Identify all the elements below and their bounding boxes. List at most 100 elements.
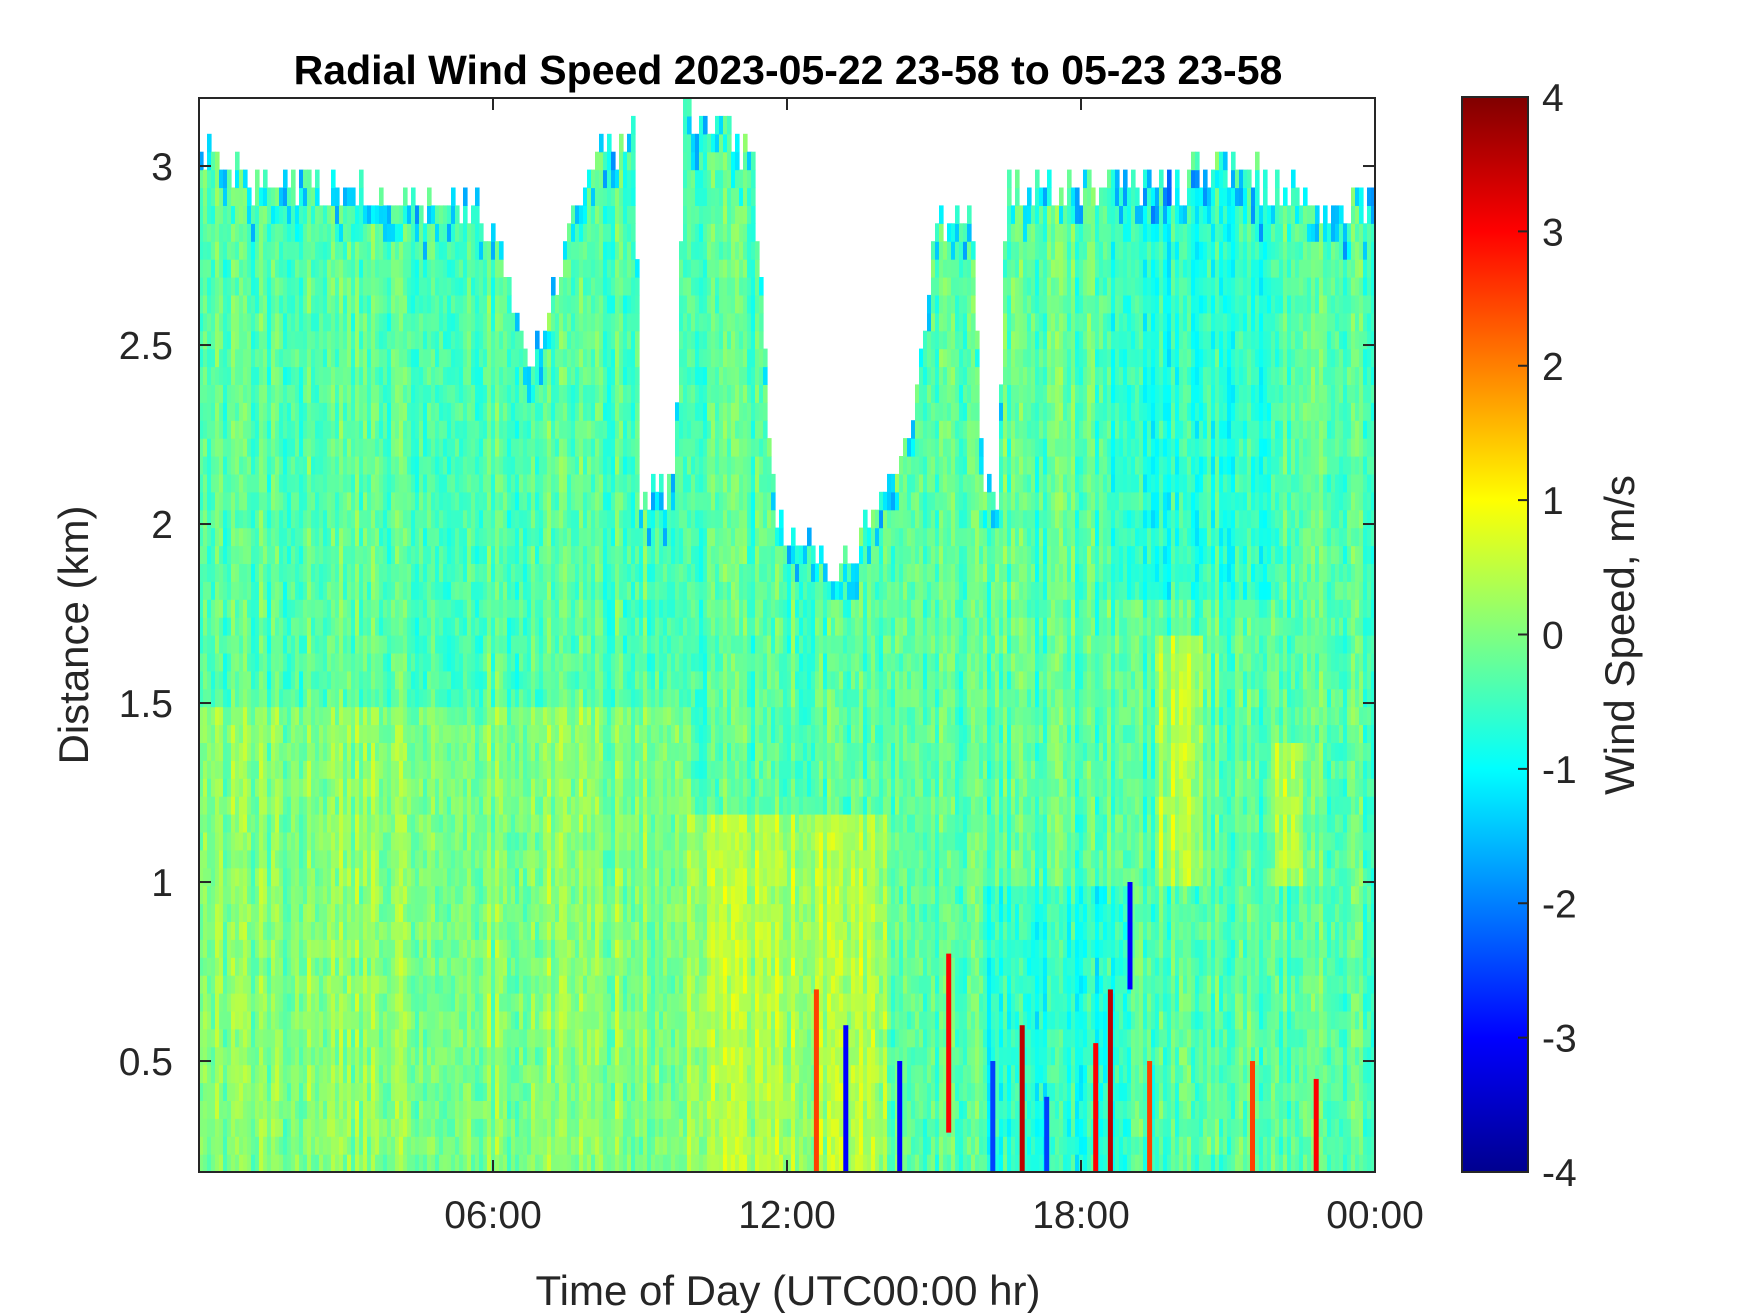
heatmap-cell — [455, 545, 460, 564]
heatmap-cell — [443, 724, 448, 743]
heatmap-cell — [519, 1064, 524, 1084]
heatmap-cell — [499, 617, 504, 636]
heatmap-cell — [439, 670, 444, 690]
heatmap-cell — [511, 760, 516, 779]
heatmap-cell — [387, 1154, 392, 1172]
heatmap-cell — [271, 814, 276, 833]
heatmap-cell — [527, 491, 532, 511]
heatmap-cell — [419, 563, 424, 582]
heatmap-cell — [343, 563, 348, 582]
heatmap-cell — [395, 348, 400, 368]
heatmap-cell — [359, 491, 364, 511]
heatmap-cell — [431, 259, 436, 278]
heatmap-cell — [263, 885, 268, 905]
heatmap-cell — [343, 993, 348, 1012]
heatmap-cell — [319, 1010, 324, 1030]
heatmap-cell — [355, 1136, 360, 1155]
heatmap-cell — [303, 527, 308, 547]
heatmap-cell — [407, 1028, 412, 1048]
heatmap-cell — [415, 1136, 420, 1155]
heatmap-cell — [243, 277, 248, 296]
heatmap-cell — [291, 939, 296, 958]
heatmap-cell — [543, 849, 548, 869]
heatmap-cell — [567, 724, 572, 743]
heatmap-cell — [275, 509, 280, 529]
heatmap-cell — [287, 187, 292, 206]
heatmap-cell — [367, 223, 372, 242]
heatmap-cell — [455, 867, 460, 887]
heatmap-cell — [315, 1046, 320, 1066]
heatmap-cell — [287, 366, 292, 385]
heatmap-cell — [335, 760, 340, 779]
heatmap-cell — [239, 187, 244, 206]
heatmap-cell — [507, 617, 512, 636]
heatmap-cell — [367, 527, 372, 547]
heatmap-cell — [311, 993, 316, 1012]
heatmap-cell — [495, 599, 500, 618]
heatmap-cell — [263, 563, 268, 582]
heatmap-cell — [251, 778, 256, 797]
heatmap-cell — [487, 1154, 492, 1172]
heatmap-cell — [319, 742, 324, 761]
heatmap-cell — [347, 1154, 352, 1172]
heatmap-cell — [235, 849, 240, 869]
heatmap-cell — [475, 330, 480, 350]
heatmap-cell — [535, 1064, 540, 1084]
heatmap-cell — [515, 885, 520, 905]
heatmap-cell — [275, 635, 280, 654]
heatmap-cell — [471, 1136, 476, 1155]
heatmap-cell — [455, 277, 460, 296]
heatmap-cell — [479, 1064, 484, 1084]
heatmap-cell — [543, 993, 548, 1012]
heatmap-cell — [439, 796, 444, 815]
heatmap-cell — [559, 456, 564, 475]
heatmap-cell — [419, 706, 424, 726]
heatmap-cell — [475, 975, 480, 994]
heatmap-cell — [355, 366, 360, 385]
heatmap-cell — [387, 760, 392, 779]
heatmap-cell — [307, 760, 312, 779]
heatmap-cell — [451, 903, 456, 922]
heatmap-cell — [327, 1100, 332, 1119]
heatmap-cell — [487, 527, 492, 547]
heatmap-cell — [323, 1010, 328, 1030]
heatmap-cell — [443, 1064, 448, 1084]
heatmap-cell — [251, 975, 256, 994]
heatmap-cell — [299, 849, 304, 869]
heatmap-cell — [471, 599, 476, 618]
heatmap-cell — [527, 599, 532, 618]
heatmap-cell — [499, 957, 504, 976]
heatmap-cell — [359, 1064, 364, 1084]
heatmap-cell — [239, 384, 244, 403]
heatmap-cell — [283, 223, 288, 242]
heatmap-cell — [551, 330, 556, 350]
heatmap-cell — [531, 814, 536, 833]
heatmap-cell — [475, 1046, 480, 1066]
heatmap-cell — [551, 617, 556, 636]
heatmap-cell — [311, 599, 316, 618]
heatmap-cell — [231, 652, 236, 672]
heatmap-cell — [235, 527, 240, 547]
heatmap-cell — [271, 796, 276, 815]
heatmap-cell — [259, 187, 264, 206]
heatmap-cell — [435, 670, 440, 690]
heatmap-cell — [479, 885, 484, 905]
heatmap-cell — [387, 527, 392, 547]
heatmap-cell — [219, 939, 224, 958]
heatmap-cell — [495, 652, 500, 672]
heatmap-cell — [527, 778, 532, 797]
heatmap-cell — [571, 1100, 576, 1119]
heatmap-cell — [555, 599, 560, 618]
heatmap-cell — [243, 617, 248, 636]
heatmap-cell — [435, 1010, 440, 1030]
heatmap-cell — [395, 1046, 400, 1066]
heatmap-cell — [315, 867, 320, 887]
heatmap-cell — [483, 617, 488, 636]
heatmap-cell — [335, 670, 340, 690]
heatmap-cell — [343, 617, 348, 636]
heatmap-cell — [219, 760, 224, 779]
heatmap-cell — [467, 456, 472, 475]
heatmap-cell — [239, 545, 244, 564]
heatmap-cell — [271, 527, 276, 547]
heatmap-cell — [219, 1046, 224, 1066]
